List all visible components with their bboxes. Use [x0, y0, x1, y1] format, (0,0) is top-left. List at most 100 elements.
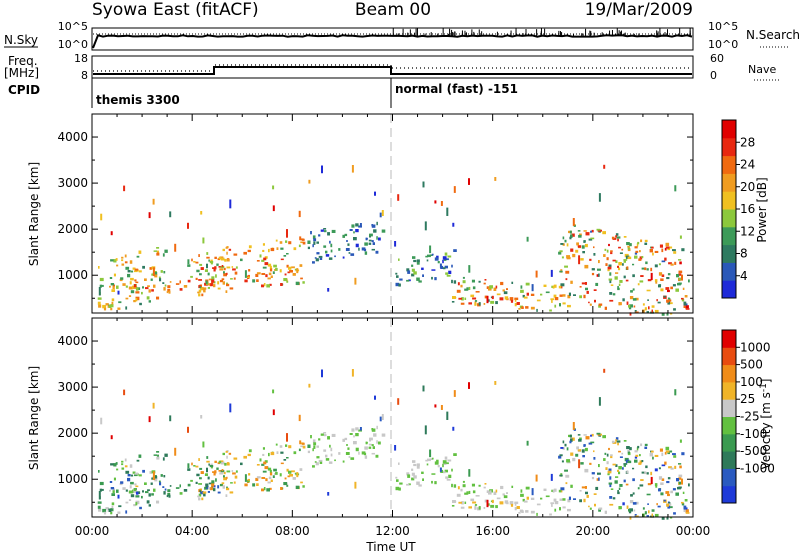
power-cell [685, 308, 690, 310]
power-cell [221, 278, 225, 281]
velocity-cell [354, 481, 357, 489]
power-cell [579, 233, 582, 236]
velocity-cell [593, 493, 597, 495]
power-cell [589, 258, 592, 261]
velocity-cell [628, 508, 631, 512]
power-cell [514, 297, 519, 300]
power-cell [110, 259, 114, 262]
velocity-cell [659, 448, 663, 452]
velocity-cell [474, 504, 478, 506]
x-tick-label: 00:00 [75, 524, 110, 538]
power-cell [307, 240, 311, 244]
velocity-cell [646, 493, 651, 496]
power-cell [609, 292, 613, 295]
power-cell [294, 268, 298, 271]
velocity-cell [603, 458, 606, 461]
power-cell [614, 276, 618, 280]
power-cell [596, 228, 601, 231]
power-cell [407, 270, 411, 274]
power-cell [665, 242, 670, 247]
velocity-cell [588, 505, 590, 508]
power-cell [452, 296, 456, 299]
nave-trace [93, 64, 692, 72]
velocity-cell [108, 508, 112, 512]
velocity-cell [615, 439, 618, 442]
velocity-cell [514, 501, 519, 504]
power-cell [229, 199, 232, 209]
velocity-cell [443, 463, 447, 465]
velocity-cell [359, 427, 362, 431]
velocity-cell [174, 447, 177, 456]
power-cell [559, 303, 561, 307]
power-cell [378, 237, 381, 241]
colorbar-segment [722, 155, 736, 174]
velocity-cell [521, 510, 524, 513]
velocity-cell [633, 509, 636, 512]
power-cell [286, 253, 289, 255]
velocity-cell [673, 455, 677, 458]
velocity-cell [214, 460, 217, 463]
power-cell [430, 254, 433, 256]
velocity-cell [617, 469, 619, 472]
colorbar-tick-label: 16 [740, 202, 755, 216]
power-cell [550, 269, 553, 277]
velocity-cell [484, 499, 488, 503]
velocity-cell [232, 472, 236, 475]
colorbar-segment [722, 399, 736, 417]
power-cell [135, 281, 139, 284]
velocity-cell [629, 447, 632, 451]
velocity-cell [634, 450, 638, 453]
velocity-cell [138, 454, 142, 458]
velocity-cell [625, 483, 629, 486]
power-cell [128, 286, 133, 290]
velocity-cell [130, 474, 134, 477]
velocity-cell [655, 485, 658, 488]
power-cell [678, 282, 682, 285]
power-cell [584, 243, 588, 248]
power-cell [411, 268, 415, 272]
power-cell [578, 234, 582, 238]
power-cell [110, 283, 115, 286]
power-cell [618, 246, 621, 249]
power-cell [579, 295, 582, 299]
velocity-cell [635, 515, 639, 518]
power-cell [223, 271, 225, 274]
velocity-cell [275, 471, 278, 475]
velocity-cell [474, 506, 477, 510]
power-cell [153, 250, 158, 252]
velocity-cell [135, 485, 139, 488]
velocity-cell [632, 502, 637, 505]
velocity-cell [594, 503, 596, 507]
power-cell [299, 264, 303, 267]
velocity-cell [261, 463, 265, 466]
velocity-cell [444, 469, 448, 473]
velocity-cell [424, 425, 427, 435]
velocity-cell [448, 474, 452, 478]
power-cell [623, 260, 626, 263]
power-cell [451, 301, 455, 303]
power-cell [661, 312, 665, 316]
colorbar-tick-label: 100 [740, 375, 763, 389]
power-cell [618, 283, 621, 286]
power-cell [373, 229, 377, 233]
power-cell [617, 287, 620, 291]
velocity-cell [156, 451, 160, 453]
velocity-cell [115, 462, 118, 465]
power-cell [460, 302, 465, 305]
power-cell [354, 277, 357, 285]
power-cell [611, 236, 615, 240]
power-cell [654, 279, 658, 283]
velocity-cell [451, 483, 453, 488]
power-cell [270, 247, 275, 252]
power-cell [598, 193, 601, 202]
velocity-cell [679, 439, 682, 443]
power-cell [199, 284, 202, 288]
velocity-cell [344, 437, 348, 441]
power-cell [316, 252, 320, 255]
power-cell [375, 250, 379, 254]
power-cell [627, 256, 632, 260]
power-cell [635, 311, 639, 314]
power-cell [187, 259, 190, 265]
velocity-cell [264, 466, 268, 470]
velocity-cell [345, 452, 350, 455]
